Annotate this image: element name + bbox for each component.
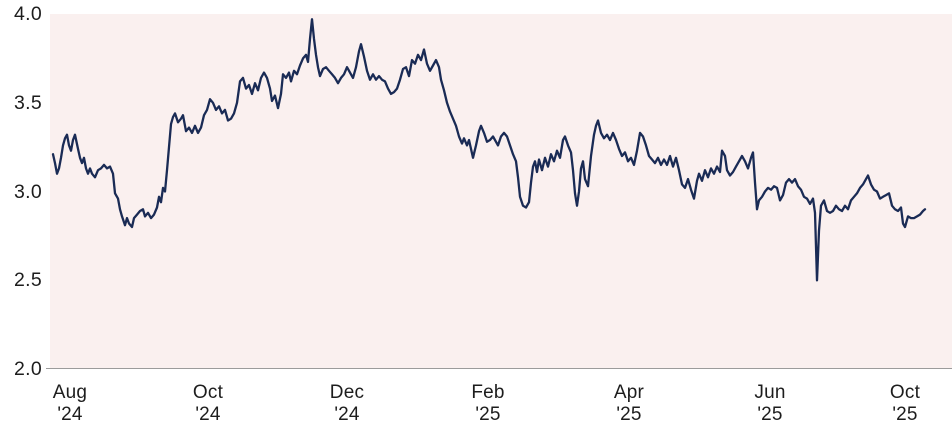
- x-axis-label-year: '24: [334, 403, 360, 425]
- x-axis-label-month: Oct: [192, 382, 224, 403]
- x-axis-label: Feb '25: [448, 382, 528, 425]
- x-axis-label-year: '24: [57, 403, 83, 425]
- y-axis-label: 3.5: [13, 91, 42, 114]
- x-axis-label-year: '25: [757, 403, 783, 425]
- x-axis-label-year: '25: [616, 403, 642, 425]
- x-axis-line: [46, 368, 952, 369]
- x-axis-label: Oct '25: [865, 382, 945, 425]
- y-axis-label: 2.5: [13, 269, 42, 292]
- y-axis-label: 4.0: [13, 3, 42, 25]
- x-axis-label: Aug '24: [30, 382, 110, 425]
- y-axis-label: 2.0: [13, 358, 42, 380]
- y-axis-label: 3.0: [13, 180, 42, 203]
- x-axis-label-month: Oct: [889, 382, 921, 403]
- time-series-line: [51, 18, 927, 282]
- x-axis-label: Oct '24: [168, 382, 248, 425]
- x-axis-label-month: Jun: [754, 382, 786, 403]
- x-axis-label-month: Feb: [471, 382, 505, 403]
- x-axis-label-year: '24: [195, 403, 221, 425]
- x-axis-label: Dec '24: [307, 382, 387, 425]
- x-axis-label-year: '25: [475, 403, 501, 425]
- x-axis-label-month: Dec: [329, 382, 365, 403]
- x-axis-label: Jun '25: [730, 382, 810, 425]
- plot-area: [51, 18, 927, 282]
- x-axis-label: Apr '25: [589, 382, 669, 425]
- x-axis-label-year: '25: [892, 403, 918, 425]
- x-axis-label-month: Aug: [52, 382, 88, 403]
- x-axis-label-month: Apr: [613, 382, 645, 403]
